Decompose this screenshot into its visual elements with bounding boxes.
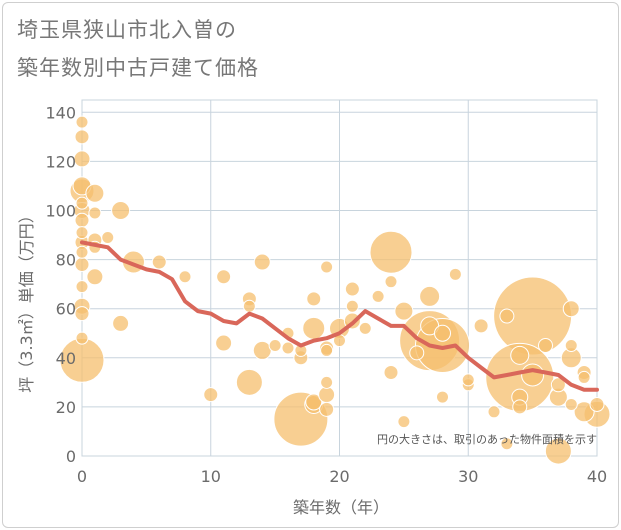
bubble-point [383, 365, 399, 381]
bubble-point [74, 306, 90, 322]
bubble-point [235, 368, 263, 396]
x-tick-label: 40 [587, 467, 607, 486]
bubble-point [436, 390, 449, 404]
y-tick-label: 40 [56, 349, 76, 368]
bubble-point [538, 338, 553, 354]
bubble-point [75, 115, 89, 129]
y-axis-ticks: 0 20 40 60 80 100 120 140 [45, 103, 76, 466]
y-tick-label: 100 [45, 201, 76, 220]
bubble-point [305, 393, 323, 411]
bubble-point [369, 230, 413, 274]
y-tick-label: 80 [56, 251, 76, 270]
bubble-point [409, 345, 425, 361]
bubble-point [242, 299, 256, 313]
bubble-point [473, 318, 489, 334]
bubble-point [86, 268, 104, 286]
bubble-point [268, 339, 282, 353]
bubble-point [320, 343, 334, 357]
y-tick-label: 120 [45, 152, 76, 171]
bubble-point [434, 324, 451, 342]
bubble-point [75, 245, 89, 259]
y-tick-label: 20 [56, 398, 76, 417]
x-axis-label: 築年数（年） [293, 498, 389, 517]
bubble-point [499, 308, 515, 324]
bubble-point [319, 401, 335, 417]
bubble-point [358, 321, 372, 335]
y-axis-label: 坪（3.3㎡）単価（万円） [17, 207, 36, 392]
bubble-point [216, 269, 232, 285]
bubble-point [371, 289, 385, 303]
bubble-point [394, 301, 414, 321]
x-tick-label: 20 [329, 467, 349, 486]
bubble-point [85, 183, 105, 203]
bubble-point [101, 230, 115, 244]
bubble-point [75, 196, 89, 210]
bubble-point [573, 401, 595, 423]
bubble-point [74, 129, 90, 145]
bubble-point [281, 341, 295, 355]
bubble-point [73, 150, 91, 168]
grid-lines [81, 99, 598, 457]
bubble-point [510, 345, 530, 365]
bubble-point [320, 260, 334, 274]
bubble-point [178, 270, 192, 284]
bubble-point [74, 256, 90, 272]
bubble-point [306, 291, 322, 307]
bubble-point [88, 206, 102, 220]
bubble-point [448, 267, 462, 281]
bubble-point [562, 300, 580, 318]
bubble-point [419, 285, 441, 307]
bubble-point [318, 386, 336, 404]
x-tick-label: 30 [458, 467, 478, 486]
chart-title-line1: 埼玉県狭山市北入曽の [17, 18, 237, 42]
bubble-point [252, 340, 272, 360]
bubble-point [74, 212, 90, 228]
bubble-point [544, 437, 572, 465]
bubble-point [521, 363, 545, 387]
bubble-point [487, 405, 501, 419]
bubble-point [344, 281, 360, 297]
bubble-point [75, 331, 89, 345]
bubble-point [75, 226, 89, 240]
bubble-point [500, 437, 514, 451]
x-tick-label: 10 [201, 467, 221, 486]
y-tick-label: 0 [66, 447, 76, 466]
bubble-point [112, 314, 130, 332]
size-annotation: 円の大きさは、取引のあった物件面積を示す [377, 432, 597, 446]
chart-title-line2: 築年数別中古戸建て価格 [17, 56, 259, 80]
bubble-point [320, 375, 334, 389]
bubble-point [397, 415, 411, 429]
bubble-point [564, 339, 578, 353]
y-tick-label: 60 [56, 300, 76, 319]
bubble-point [302, 316, 326, 340]
bubble-point [589, 396, 605, 412]
bubble-point [253, 253, 271, 271]
bubble-point [384, 275, 398, 289]
trend-line [80, 240, 599, 392]
bubble-point [564, 397, 578, 411]
bubble-point [203, 387, 219, 403]
x-axis-ticks: 0 10 20 30 40 [77, 467, 607, 486]
plot-border [81, 99, 598, 457]
bubble-point [111, 200, 131, 220]
y-tick-label: 140 [45, 103, 76, 122]
bubble-point [151, 254, 167, 270]
bubble-point [550, 377, 566, 393]
bubble-point [75, 280, 89, 294]
x-tick-label: 0 [77, 467, 87, 486]
bubble-point [345, 299, 359, 313]
bubble-point [512, 399, 528, 415]
bubble-series [59, 115, 611, 465]
bubble-point [215, 334, 233, 352]
bubble-point [577, 370, 591, 384]
bubble-point [461, 373, 475, 387]
